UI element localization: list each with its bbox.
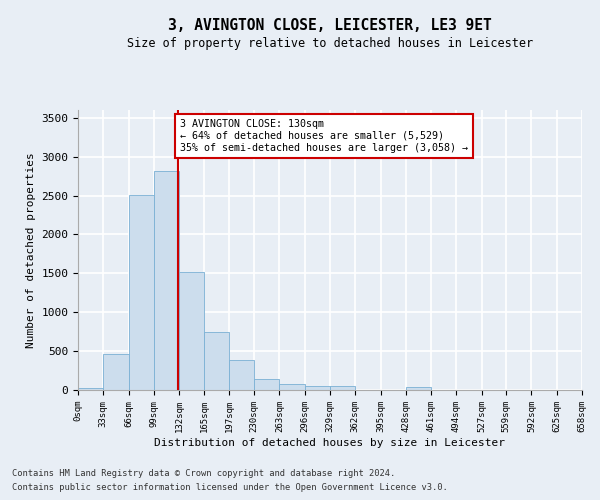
Bar: [406, 386, 431, 390]
Bar: [280, 384, 305, 390]
Bar: [205, 332, 229, 390]
X-axis label: Distribution of detached houses by size in Leicester: Distribution of detached houses by size …: [155, 438, 505, 448]
Bar: [330, 386, 355, 390]
Bar: [254, 379, 280, 390]
Text: Contains public sector information licensed under the Open Government Licence v3: Contains public sector information licen…: [12, 484, 448, 492]
Bar: [154, 170, 179, 390]
Bar: [128, 195, 154, 390]
Text: Contains HM Land Registry data © Crown copyright and database right 2024.: Contains HM Land Registry data © Crown c…: [12, 468, 395, 477]
Text: Size of property relative to detached houses in Leicester: Size of property relative to detached ho…: [127, 38, 533, 51]
Y-axis label: Number of detached properties: Number of detached properties: [26, 152, 36, 348]
Bar: [78, 388, 103, 390]
Bar: [305, 386, 330, 390]
Bar: [103, 354, 128, 390]
Bar: [179, 272, 205, 390]
Text: 3 AVINGTON CLOSE: 130sqm
← 64% of detached houses are smaller (5,529)
35% of sem: 3 AVINGTON CLOSE: 130sqm ← 64% of detach…: [180, 120, 468, 152]
Text: 3, AVINGTON CLOSE, LEICESTER, LE3 9ET: 3, AVINGTON CLOSE, LEICESTER, LE3 9ET: [168, 18, 492, 32]
Bar: [229, 360, 254, 390]
